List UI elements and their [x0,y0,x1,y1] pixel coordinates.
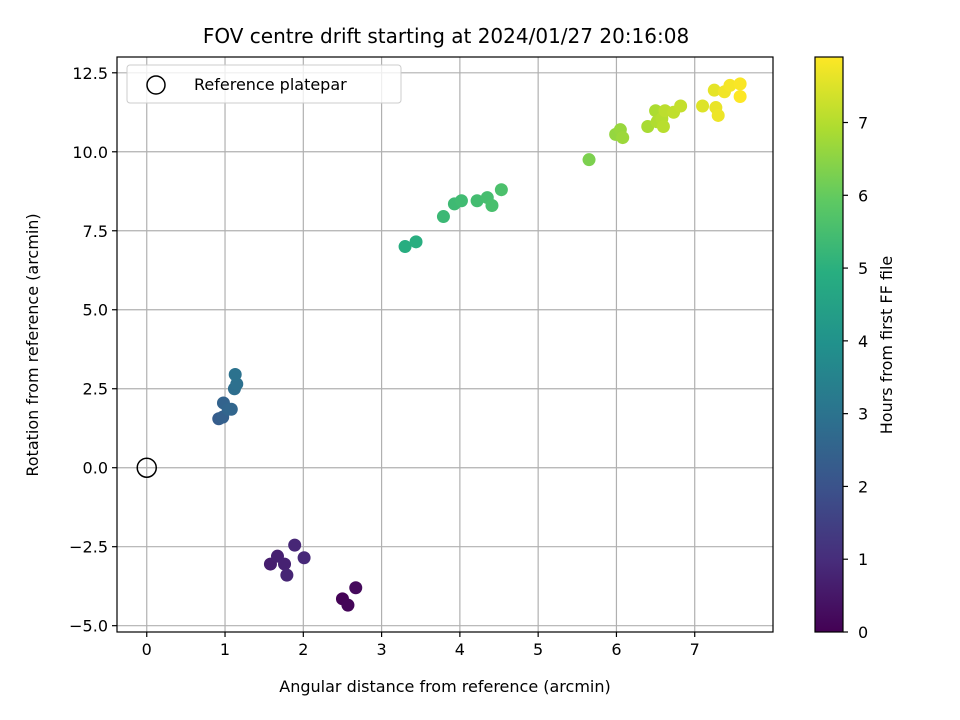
data-point [349,581,363,595]
data-point [696,99,710,113]
grid-lines [117,57,773,632]
chart-title: FOV centre drift starting at 2024/01/27 … [203,24,689,48]
data-point [723,78,737,92]
colorbar-tick-label: 6 [858,186,868,205]
data-point [280,568,294,582]
data-points [212,77,747,612]
colorbar-tick-label: 1 [858,550,868,569]
x-tick-label: 7 [690,640,700,659]
x-tick-label: 0 [142,640,152,659]
colorbar-ticks: 0 1 2 3 4 5 6 7 [843,114,868,642]
y-tick-label: 2.5 [83,380,108,399]
colorbar-tick-label: 7 [858,114,868,133]
y-axis-ticks: −5.0 −2.5 0.0 2.5 5.0 7.5 10.0 12.5 [69,64,117,636]
data-point [409,235,423,249]
data-point [297,551,311,565]
x-tick-label: 4 [455,640,465,659]
legend: Reference platepar [126,64,402,104]
x-tick-label: 5 [533,640,543,659]
data-point [485,198,499,212]
y-tick-label: −5.0 [69,617,108,636]
legend-box [126,64,402,104]
reference-marker-layer [136,457,157,478]
data-point [711,108,725,122]
data-point [582,153,596,167]
y-tick-label: 7.5 [83,222,108,241]
data-point [733,89,747,103]
data-point [494,183,508,197]
reference-platepar-marker [136,457,157,478]
y-tick-label: 5.0 [83,301,108,320]
data-point [228,368,242,382]
legend-open-circle-marker [146,75,166,95]
colorbar-tick-label: 0 [858,623,868,642]
x-tick-label: 1 [220,640,230,659]
data-point [278,557,292,571]
x-axis-ticks: 0 1 2 3 4 5 6 7 [142,632,700,659]
colorbar-tick-label: 5 [858,259,868,278]
data-point [616,131,630,145]
data-point [341,598,355,612]
colorbar-tick-label: 2 [858,477,868,496]
y-tick-label: 10.0 [72,143,108,162]
data-point [436,210,450,224]
data-point [454,194,468,208]
data-point [398,240,412,254]
y-tick-label: 12.5 [72,64,108,83]
x-tick-label: 3 [376,640,386,659]
plot-frame [116,56,774,633]
data-point [288,538,302,552]
data-point [470,194,484,208]
data-point [224,402,238,416]
colorbar-label: Hours from first FF file [877,256,896,435]
colorbar-tick-label: 3 [858,405,868,424]
data-point [656,120,670,134]
data-point [674,99,688,113]
y-tick-label: −2.5 [69,538,108,557]
colorbar-tick-label: 4 [858,332,868,351]
x-tick-label: 2 [298,640,308,659]
data-point [707,83,721,97]
legend-entry-reference-platepar: Reference platepar [194,75,347,94]
data-point [733,77,747,91]
colorbar [814,56,844,633]
y-tick-label: 0.0 [83,459,108,478]
x-axis-label: Angular distance from reference (arcmin) [279,677,610,696]
x-tick-label: 6 [611,640,621,659]
y-axis-label: Rotation from reference (arcmin) [23,213,42,476]
